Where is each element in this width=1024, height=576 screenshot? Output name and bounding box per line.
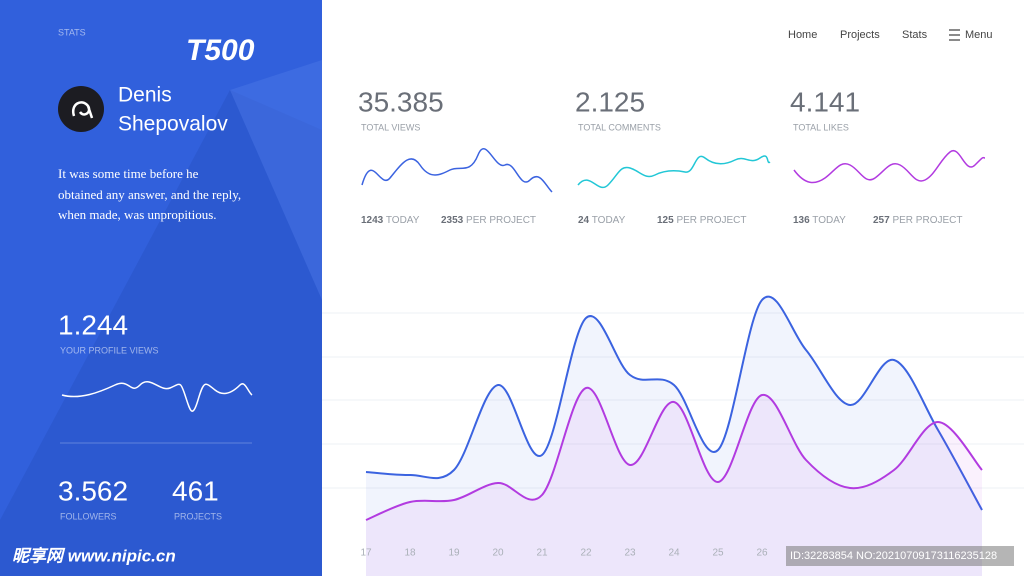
- x-tick-label: 23: [624, 548, 636, 559]
- x-tick-label: 22: [580, 548, 592, 559]
- watermark-id: ID:32283854 NO:20210709173116235128: [790, 550, 997, 562]
- sparkline: [793, 149, 986, 184]
- x-tick-label: 21: [536, 548, 548, 559]
- nav-item[interactable]: Stats: [902, 29, 928, 41]
- quote-line: obtained any answer, and the reply,: [58, 187, 241, 202]
- nav-item[interactable]: Menu: [965, 29, 993, 41]
- card-value: 35.385: [358, 86, 444, 117]
- watermark-box: [786, 546, 1014, 566]
- menu-icon[interactable]: [949, 29, 960, 41]
- sparkline: [61, 381, 253, 412]
- x-tick-label: 18: [404, 548, 416, 559]
- card-label: TOTAL LIKES: [793, 122, 849, 132]
- x-tick-label: 19: [448, 548, 460, 559]
- area-fill: [366, 296, 982, 576]
- series-line: [365, 295, 983, 511]
- nav-item[interactable]: Home: [788, 29, 817, 41]
- last-name: Shepovalov: [118, 113, 228, 136]
- x-tick-label: 24: [668, 548, 680, 559]
- quote-line: It was some time before he: [58, 166, 199, 181]
- card: 2.125 TOTAL COMMENTS 24 TODAY 125 PER PR…: [575, 86, 771, 226]
- card-stat: 136 TODAY: [793, 215, 846, 226]
- card-label: TOTAL COMMENTS: [578, 122, 661, 132]
- series-line: [365, 386, 983, 521]
- projects: 461: [172, 475, 219, 506]
- card: 4.141 TOTAL LIKES 136 TODAY 257 PER PROJ…: [790, 86, 986, 226]
- watermark-site: 昵享网 www.nipic.cn: [12, 546, 176, 565]
- first-name: Denis: [118, 84, 172, 107]
- card-stat: 2353 PER PROJECT: [441, 215, 536, 226]
- card-stat: 24 TODAY: [578, 215, 626, 226]
- sidebar-shade: [230, 60, 322, 300]
- x-tick-label: 26: [756, 548, 768, 559]
- card-stat: 1243 TODAY: [361, 215, 420, 226]
- card-label: TOTAL VIEWS: [361, 122, 420, 132]
- card: 35.385 TOTAL VIEWS 1243 TODAY 2353 PER P…: [358, 86, 553, 226]
- avatar: [58, 86, 104, 132]
- quote-line: when made, was unpropitious.: [58, 207, 217, 222]
- sparkline: [361, 148, 553, 193]
- card-stat: 125 PER PROJECT: [657, 215, 746, 226]
- card-stat: 257 PER PROJECT: [873, 215, 962, 226]
- x-tick-label: 25: [712, 548, 724, 559]
- x-tick-label: 17: [360, 548, 372, 559]
- sidebar-shade: [0, 90, 322, 576]
- profile-views-label: YOUR PROFILE VIEWS: [60, 345, 159, 355]
- profile-views: 1.244: [58, 309, 128, 340]
- card-value: 4.141: [790, 86, 860, 117]
- x-tick-label: 20: [492, 548, 504, 559]
- grid: [322, 312, 1024, 489]
- section-label: STATS: [58, 27, 86, 37]
- card-value: 2.125: [575, 86, 645, 117]
- logo: T500: [186, 34, 255, 67]
- nav-item[interactable]: Projects: [840, 29, 880, 41]
- sparkline: [577, 155, 771, 189]
- projects-label: PROJECTS: [174, 511, 222, 521]
- main-chart: 17 18 19 20 21 22 23 24 25 26: [360, 295, 983, 576]
- followers: 3.562: [58, 475, 128, 506]
- followers-label: FOLLOWERS: [60, 511, 117, 521]
- area-fill: [366, 387, 982, 576]
- avatar-icon: [71, 101, 94, 119]
